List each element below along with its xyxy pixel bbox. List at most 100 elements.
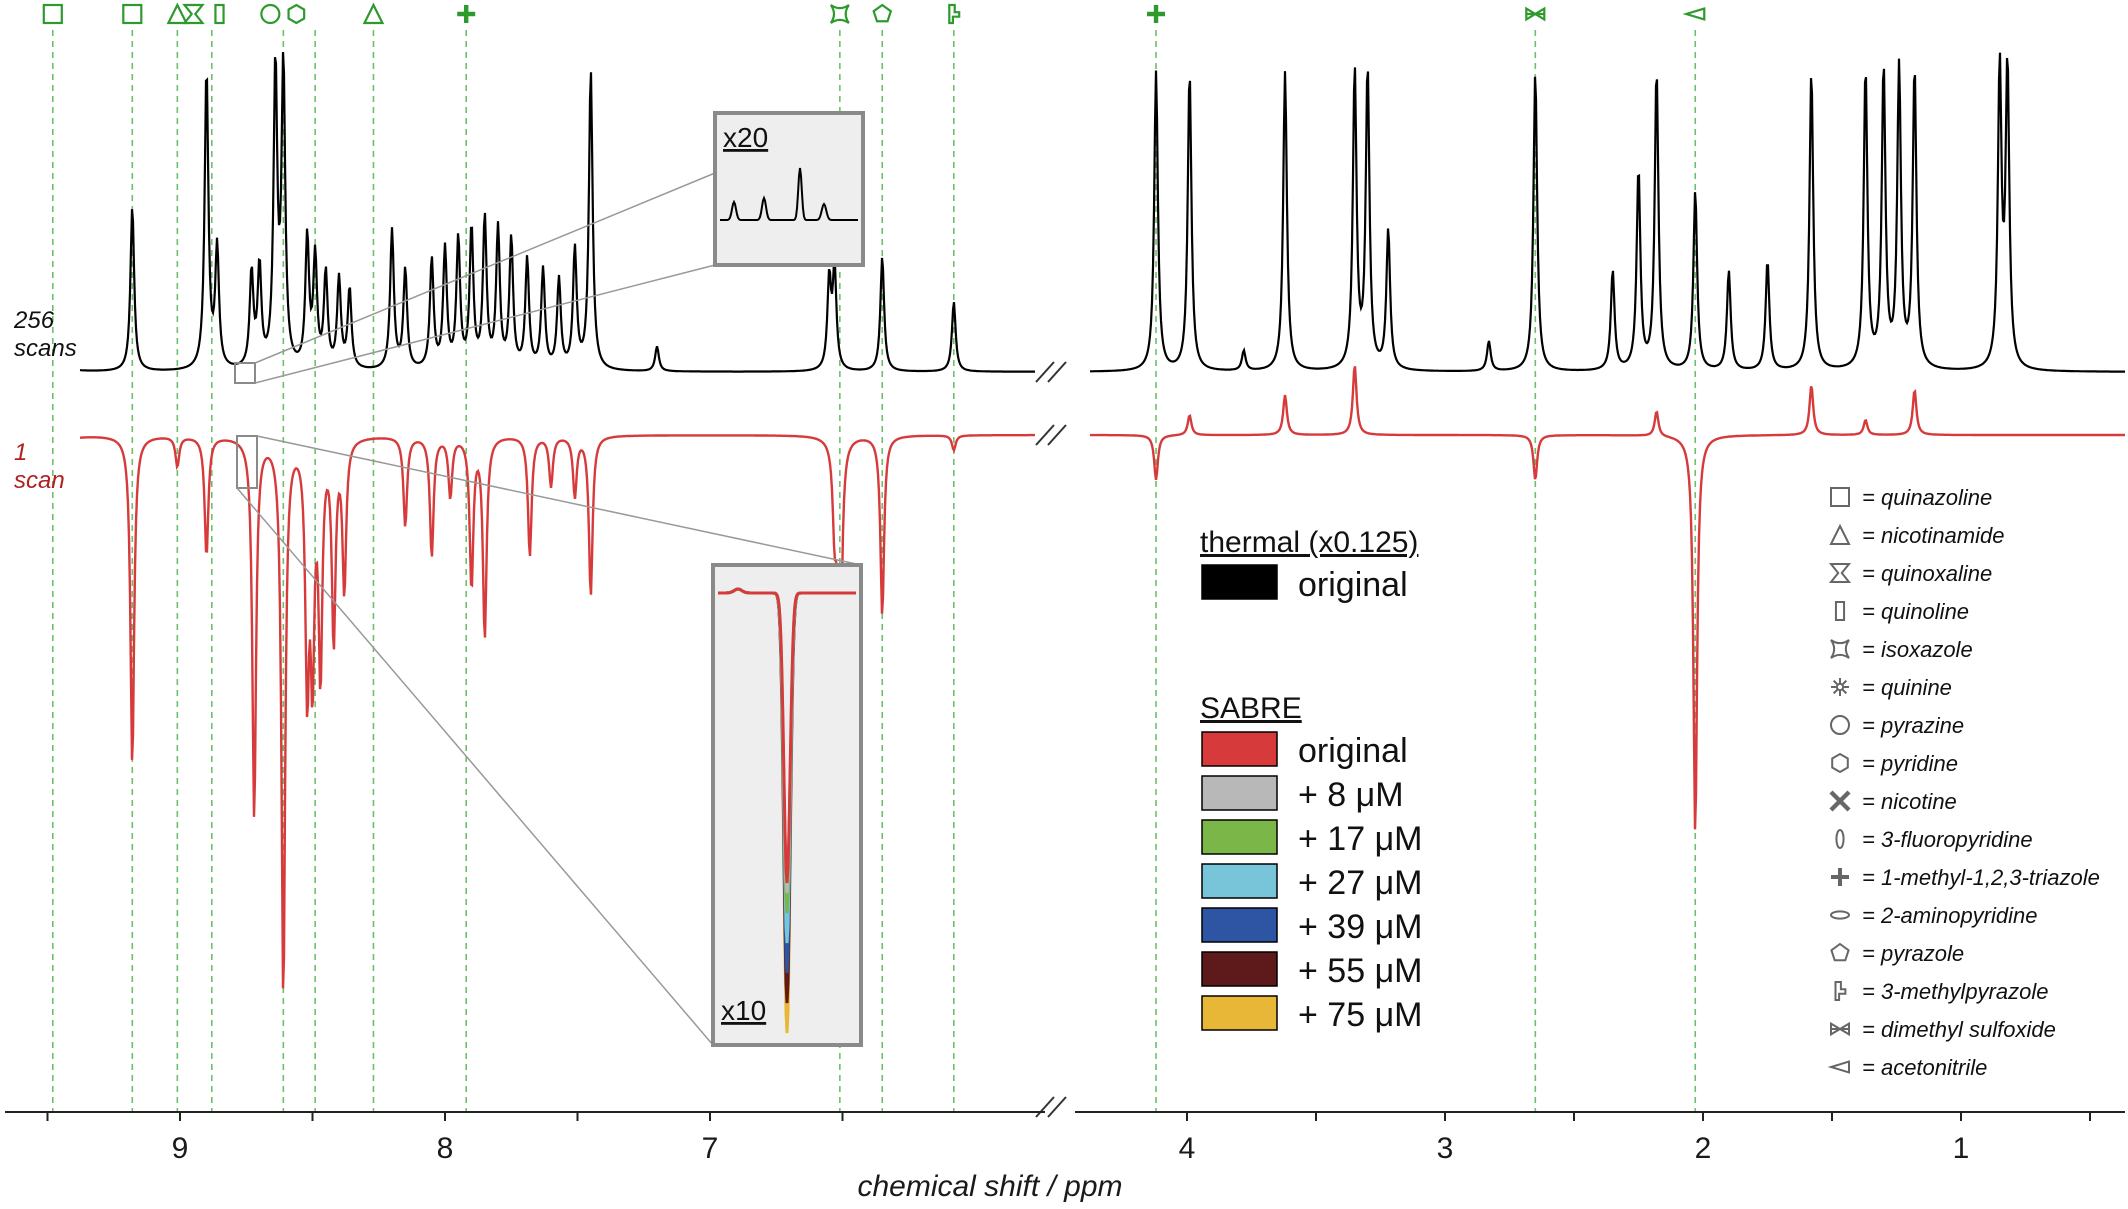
break-mark (1035, 361, 1055, 383)
x-tick-label: 2 (1695, 1132, 1712, 1165)
zoom-source-box (234, 362, 256, 384)
nicotinamide-icon (1829, 523, 1851, 545)
symbol-key-label: = pyrazole (1862, 941, 1964, 966)
legend-swatch (1201, 995, 1278, 1031)
peak-guide-lines (51, 30, 1697, 1112)
legend-swatch (1201, 951, 1278, 987)
top-peak-markers (42, 2, 1706, 25)
x-tick-label: 3 (1437, 1132, 1454, 1165)
legend-sabre-title: SABRE (1200, 692, 1302, 725)
pyrazine-icon (260, 3, 281, 25)
break-mark (1047, 361, 1067, 383)
thermal-spectrum (79, 52, 2125, 373)
pyridine-icon (1831, 752, 1849, 774)
x-axis-label: chemical shift / ppm (857, 1170, 1122, 1203)
thermal-trace (79, 52, 2125, 373)
sabre-trace (79, 366, 2125, 989)
zoom-source-box (236, 435, 258, 489)
legend-swatch (1201, 819, 1278, 855)
3-methylpyrazole-icon (1834, 981, 1847, 1001)
quinazoline-icon (122, 3, 143, 25)
symbol-key-label: = nicotinamide (1862, 523, 2004, 548)
x-axis: 9 8 7 4 3 2 1 (5, 1111, 2125, 1165)
pyridine-icon (287, 3, 306, 25)
zoom-factor-label: x20 (723, 122, 768, 153)
zoom-factor-label: x10 (721, 995, 766, 1026)
break-mark (1035, 424, 1055, 446)
inset-trace (720, 167, 858, 221)
2-aminopyridine-icon (1830, 910, 1850, 920)
x-tick-label: 4 (1179, 1132, 1196, 1165)
quinoxaline-icon (182, 3, 205, 25)
3-fluoropyridine-icon (1835, 829, 1845, 849)
legend-label: + 75 μM (1298, 996, 1422, 1034)
1-methyl-1-2-3-triazole-icon (1147, 5, 1166, 23)
x-tick-label: 9 (172, 1132, 189, 1165)
isoxazole-icon (829, 4, 850, 24)
symbol-key: = quinazoline = nicotinamide = quinoxaline… (1827, 485, 2100, 1080)
legend-label: + 39 μM (1298, 908, 1422, 946)
legend-swatch (1201, 907, 1278, 943)
symbol-key-label: = quinoxaline (1862, 561, 1992, 586)
symbol-key-label: = quinine (1862, 675, 1952, 700)
quinoxaline-icon (1828, 563, 1852, 583)
break-mark (1035, 1096, 1055, 1118)
quinazoline-icon (1830, 487, 1850, 507)
legend-swatch (1201, 564, 1278, 600)
thermal-zoom-inset: x20 (234, 111, 865, 384)
quinoline-icon (1834, 601, 1846, 621)
symbol-key-label: = nicotine (1862, 789, 1957, 814)
legend-label: + 55 μM (1298, 952, 1422, 990)
legend-label: original (1298, 566, 1408, 604)
axis-break-marks (1035, 361, 1067, 1118)
legend-swatch (1201, 775, 1278, 811)
1-methyl-1-2-3-triazole-icon (1831, 868, 1849, 886)
symbol-key-label: = 3-fluoropyridine (1862, 827, 2033, 852)
acetonitrile-icon (1827, 1060, 1850, 1074)
nicotinamide-icon (166, 2, 189, 25)
break-mark (1047, 424, 1067, 446)
sabre-zoom-inset: x10 (236, 435, 863, 1047)
quinazoline-icon (42, 3, 63, 25)
nicotine-icon (1829, 790, 1851, 812)
legend-label: + 17 μM (1298, 820, 1422, 858)
legend-thermal-title: thermal (x0.125) (1200, 526, 1418, 559)
symbol-key-label: = isoxazole (1862, 637, 1973, 662)
legend-swatch (1201, 731, 1278, 767)
thermal-scans-label: 256 scans (13, 307, 77, 362)
legend: thermal (x0.125) original SABRE original + 8… (1200, 526, 1422, 1034)
sabre-scans-label: 1 scan (14, 439, 65, 494)
symbol-key-label: = quinoline (1862, 599, 1969, 624)
pyrazole-icon (872, 3, 893, 23)
symbol-key-label: = 1-methyl-1,2,3-triazole (1862, 865, 2100, 890)
legend-label: original (1298, 732, 1408, 770)
legend-swatch (1201, 863, 1278, 899)
dimethyl-sulfoxide-icon (1525, 6, 1546, 22)
symbol-key-label: = pyrazine (1862, 713, 1964, 738)
symbol-key-label: = dimethyl sulfoxide (1862, 1017, 2056, 1042)
1-methyl-1-2-3-triazole-icon (457, 5, 476, 23)
sabre-spectrum (79, 366, 2125, 989)
quinoline-icon (214, 3, 225, 25)
symbol-key-label: = acetonitrile (1862, 1055, 1987, 1080)
pyrazole-icon (1830, 942, 1850, 962)
symbol-key-label: = 3-methylpyrazole (1862, 979, 2048, 1004)
symbol-key-label: = 2-aminopyridine (1862, 903, 2037, 928)
break-mark (1047, 1096, 1067, 1118)
quinine-icon (1831, 678, 1849, 696)
legend-label: + 27 μM (1298, 864, 1422, 902)
inset-trace (718, 587, 856, 884)
pyrazine-icon (1830, 715, 1850, 735)
dimethyl-sulfoxide-icon (1830, 1021, 1850, 1037)
3-methylpyrazole-icon (948, 3, 961, 25)
x-tick-label: 7 (702, 1132, 719, 1165)
acetonitrile-icon (1682, 7, 1706, 21)
isoxazole-icon (1830, 639, 1850, 659)
legend-label: + 8 μM (1298, 776, 1404, 814)
symbol-key-label: = pyridine (1862, 751, 1958, 776)
x-tick-label: 1 (1953, 1132, 1970, 1165)
x-tick-label: 8 (437, 1132, 454, 1165)
nicotinamide-icon (362, 2, 385, 25)
symbol-key-label: = quinazoline (1862, 485, 1992, 510)
